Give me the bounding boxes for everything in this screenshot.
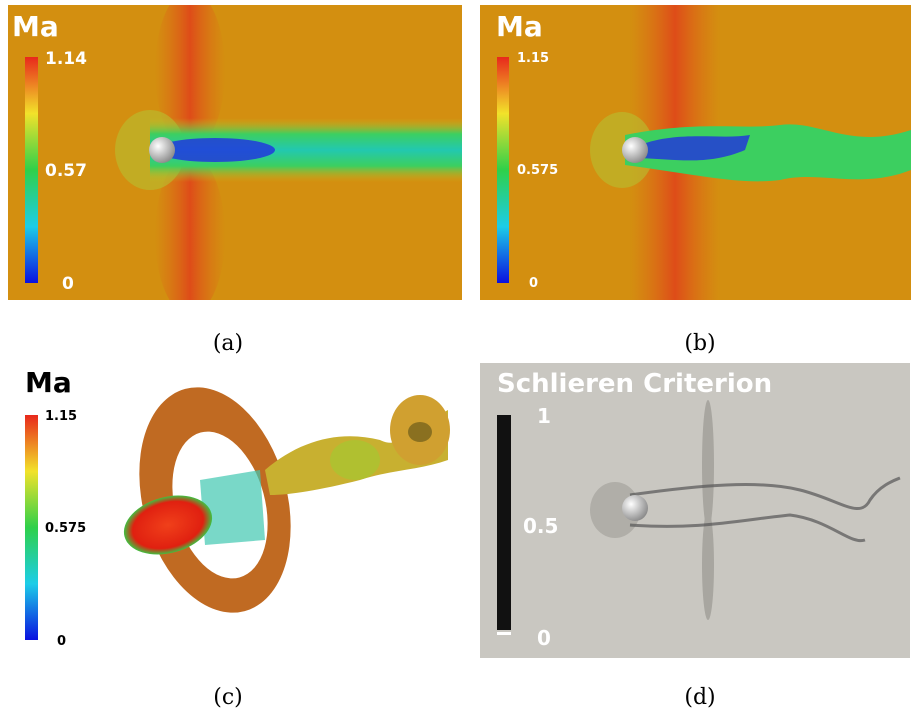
caption: (d)	[684, 685, 715, 710]
sphere	[622, 137, 648, 163]
vortex-ring	[330, 440, 380, 480]
field	[480, 363, 910, 658]
sphere	[622, 495, 648, 521]
sphere	[149, 137, 175, 163]
colorbar-min	[497, 632, 511, 635]
cb-min: 0	[537, 626, 551, 650]
cb-mid: 0.575	[45, 521, 86, 536]
panel-d: Schlieren Criterion 1 0.5 0	[480, 363, 910, 658]
title: Schlieren Criterion	[497, 369, 772, 399]
title: Ma	[496, 10, 543, 43]
body	[123, 495, 213, 555]
caption: (c)	[213, 685, 243, 710]
shock	[702, 400, 714, 530]
cb-mid: 0.5	[523, 514, 558, 538]
cb-min: 0	[529, 276, 538, 291]
panel-b: Ma 1.15 0.575 0	[480, 5, 911, 300]
colorbar	[25, 57, 38, 283]
panel-c: Ma 1.15 0.575 0	[25, 366, 450, 649]
title: Ma	[12, 10, 59, 43]
colorbar	[497, 57, 509, 283]
cb-mid: 0.57	[45, 161, 87, 181]
wake	[200, 470, 265, 545]
cb-min: 0	[62, 274, 74, 294]
cb-max: 1.15	[517, 51, 549, 66]
panel-a: Ma 1.14 0.57 0	[8, 5, 462, 300]
cb-max: 1.15	[45, 409, 77, 424]
caption: (a)	[213, 331, 243, 356]
vortex-hole	[408, 422, 432, 442]
shock	[155, 155, 225, 300]
cb-max: 1	[537, 404, 551, 428]
cb-max: 1.14	[45, 49, 87, 69]
cb-min: 0	[57, 634, 66, 649]
shock	[155, 5, 225, 150]
shock	[702, 510, 714, 620]
colorbar	[497, 415, 511, 630]
caption: (b)	[684, 331, 715, 356]
bow	[590, 482, 640, 538]
cb-mid: 0.575	[517, 163, 558, 178]
title: Ma	[25, 366, 72, 399]
colorbar	[25, 415, 38, 640]
wake-core	[640, 135, 750, 161]
wake-core	[155, 138, 275, 162]
wake-lines	[629, 476, 901, 543]
